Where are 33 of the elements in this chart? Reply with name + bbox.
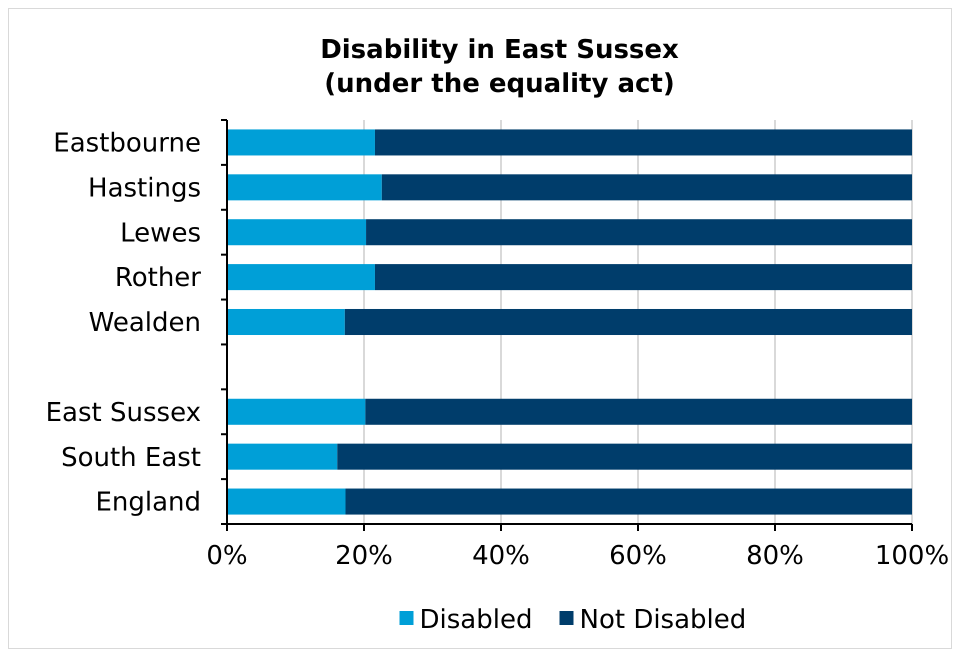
bar	[344, 308, 912, 336]
bar	[374, 264, 912, 290]
y-tick-label: Eastbourne	[53, 128, 201, 159]
bar	[227, 308, 345, 336]
bar	[227, 398, 366, 425]
x-tick-label: 60%	[609, 541, 667, 571]
bar	[346, 488, 912, 515]
x-tick-label: 100%	[874, 541, 950, 571]
bar	[337, 444, 912, 470]
bar	[227, 444, 338, 470]
y-tick-label: Wealden	[88, 308, 201, 338]
y-tick-label: South East	[61, 442, 201, 473]
chart-title: Disability in East Sussex (under the equality act)	[320, 35, 680, 99]
bar	[227, 129, 375, 156]
bar	[366, 219, 912, 246]
x-tick-label: 20%	[335, 541, 393, 571]
legend-label: Not Disabled	[580, 605, 746, 636]
x-tick-label: 40%	[472, 541, 530, 571]
y-tick-label: Hastings	[88, 173, 201, 204]
bar	[227, 219, 366, 246]
bar	[382, 174, 912, 200]
legend-label: Disabled	[420, 605, 532, 636]
bar	[365, 398, 912, 425]
bar	[227, 264, 375, 290]
y-tick-label: East Sussex	[46, 398, 201, 428]
bar	[227, 174, 382, 200]
x-tick-label: 80%	[746, 541, 804, 571]
y-tick-label: Rother	[114, 263, 202, 294]
y-tick-label: England	[95, 488, 201, 518]
bar	[374, 129, 912, 156]
y-tick-label: Lewes	[120, 218, 201, 248]
bar	[227, 488, 346, 515]
x-tick-label: 0%	[206, 541, 248, 571]
